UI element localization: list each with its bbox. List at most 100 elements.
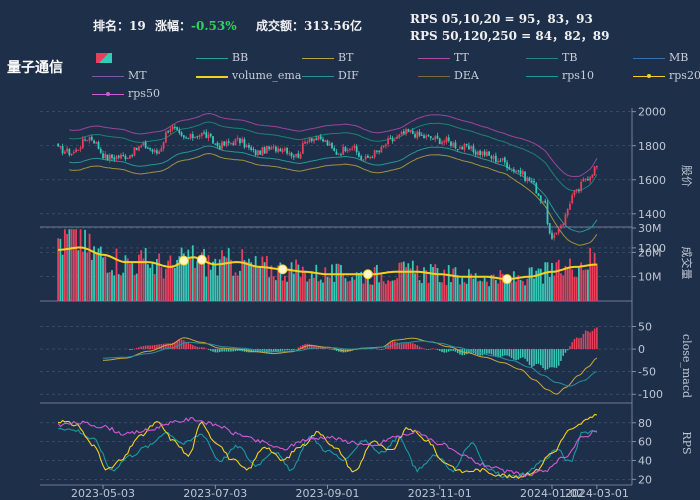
volume-bar (548, 276, 551, 301)
candle (584, 178, 587, 180)
volume-bar (72, 229, 75, 301)
volume-bar (342, 274, 345, 301)
band-bt (69, 152, 598, 246)
volume-bar (84, 229, 86, 301)
volume-bar (499, 270, 502, 301)
candle (503, 157, 506, 163)
volume-bar (131, 263, 134, 301)
candle (209, 133, 212, 137)
legend-label: DEA (454, 69, 479, 82)
volume-bar (595, 263, 598, 301)
volume-bar (245, 261, 248, 301)
macd-bar (587, 331, 589, 350)
rank-label: 排名：19 (93, 19, 146, 33)
y-tick-label: 2000 (638, 106, 666, 119)
macd-bar (530, 349, 533, 368)
volume-bar (584, 269, 587, 301)
candle (407, 129, 410, 132)
volume-bar (420, 283, 423, 301)
macd-bar (445, 349, 448, 353)
candle (375, 150, 378, 152)
legend-marker (106, 92, 110, 96)
candle (75, 149, 77, 152)
macd-bar (517, 349, 520, 360)
volume-bar (182, 253, 185, 301)
volume-bar (180, 247, 183, 301)
volume-bar (147, 264, 149, 301)
candle (198, 135, 201, 138)
volume-bar (102, 257, 104, 301)
macd-bar (135, 348, 138, 350)
volume-bar (319, 279, 322, 301)
candle (459, 147, 461, 149)
candle (548, 223, 551, 234)
volume-bar (544, 262, 547, 301)
candle (176, 127, 178, 130)
candle (81, 138, 84, 148)
candle (587, 179, 589, 181)
candle (310, 138, 313, 141)
volume-bar (405, 267, 407, 301)
volume-bar (209, 269, 212, 301)
volume-bar (214, 258, 217, 301)
volume-bar (461, 277, 464, 301)
candle (214, 143, 217, 145)
candle (268, 146, 271, 150)
volume-bar (465, 283, 468, 301)
candle (216, 142, 219, 147)
candle (113, 157, 116, 160)
volume-bar (288, 268, 291, 301)
volume-bar (503, 276, 506, 301)
macd-bar (324, 348, 327, 350)
macd-bar (427, 349, 430, 350)
volume-bar (371, 284, 374, 301)
macd-bar (223, 349, 226, 352)
candle (93, 140, 95, 144)
macd-bar (153, 345, 156, 350)
macd-bar (546, 349, 549, 370)
candle (227, 141, 230, 143)
macd-bar (311, 344, 313, 350)
candle (57, 143, 60, 147)
candle (111, 154, 113, 159)
y-tick-label: 1800 (638, 140, 666, 153)
volume-bar (580, 262, 583, 301)
candle (234, 138, 237, 145)
candle (497, 160, 500, 163)
candle (333, 148, 336, 151)
volume-bar (364, 278, 367, 301)
candle (378, 151, 381, 153)
macd-bar (185, 341, 187, 350)
candle (396, 136, 398, 140)
candle (569, 203, 571, 210)
volume-bar (306, 281, 309, 301)
volume-bar (90, 259, 93, 301)
volume-bar (380, 272, 383, 301)
macd-bar (591, 330, 594, 350)
y-tick-label: 1400 (638, 208, 666, 221)
volume-bar (429, 264, 432, 301)
candle (409, 130, 412, 132)
candle (515, 170, 517, 172)
macd-bar (277, 349, 279, 352)
volume-bar (198, 255, 201, 301)
candle (492, 156, 495, 159)
candle (194, 136, 196, 138)
volume-bar (344, 278, 347, 301)
candle (223, 141, 226, 146)
volume-bar (223, 256, 226, 301)
volume-bar (57, 238, 60, 301)
volume-bar (75, 229, 77, 301)
rps-short-line: RPS 05,10,20 = 95，83，93 (410, 12, 593, 26)
legend-swatch (302, 58, 334, 59)
candle (380, 146, 383, 153)
volume-bar (169, 255, 172, 301)
macd-bar (252, 349, 255, 353)
x-tick-label: 2023-05-03 (71, 487, 135, 500)
candle (84, 139, 86, 141)
candle (425, 135, 428, 138)
volume-bar (530, 267, 533, 301)
volume-bar (99, 246, 102, 301)
volume-bar (593, 253, 596, 301)
candle (346, 149, 349, 151)
